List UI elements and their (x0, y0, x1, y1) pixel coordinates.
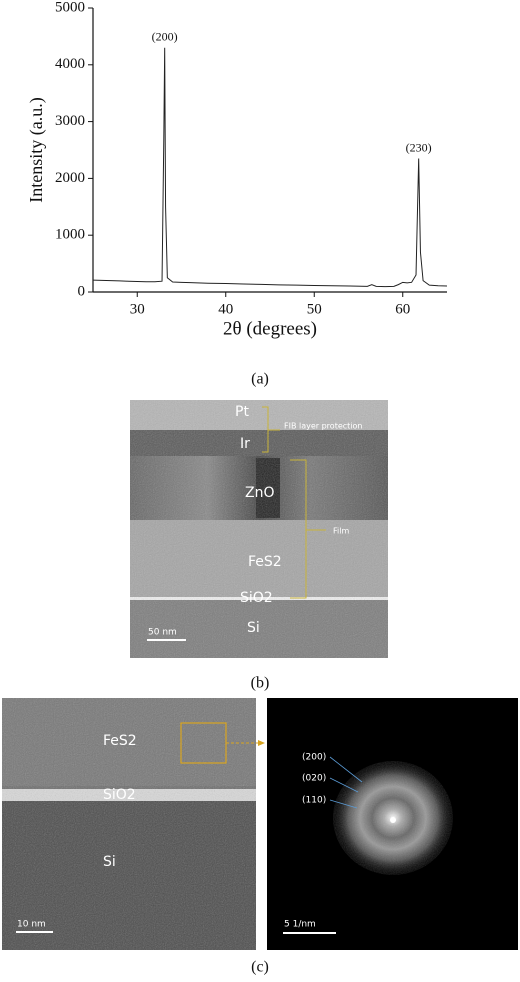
y-tick-label: 4000 (55, 56, 85, 72)
fft-label: (200) (302, 753, 326, 763)
layer-label: ZnO (245, 485, 274, 501)
peak-annotation: (230) (406, 140, 432, 154)
data-line (92, 47, 448, 288)
fft-image (267, 698, 518, 950)
panel-label: (b) (251, 675, 270, 692)
layer-label: Si (247, 620, 260, 636)
scale-bar-label: 10 nm (17, 920, 46, 930)
layer-label: Ir (240, 436, 250, 452)
layer-label: FeS2 (248, 554, 282, 570)
scale-bar-label: 5 1/nm (284, 920, 316, 930)
fft-label: (020) (302, 774, 326, 784)
annotation: FIB layer protection (284, 422, 362, 431)
scale-bar-label: 50 nm (148, 628, 177, 638)
y-axis-label: Intensity (a.u.) (26, 97, 47, 202)
panel-label: (a) (251, 371, 269, 388)
x-tick-label: 60 (395, 301, 410, 317)
annotation: Film (333, 527, 349, 536)
x-tick-label: 50 (307, 301, 322, 317)
x-tick-label: 40 (218, 301, 233, 317)
xrd-chart: 0 1000 2000 3000 4000 5000 30 40 50 60 2θ (degrees… (26, 0, 448, 339)
layer-label: SiO2 (103, 787, 136, 803)
panel-label: (c) (251, 959, 269, 976)
y-tick-label: 3000 (55, 113, 85, 129)
x-tick-label: 30 (130, 301, 145, 317)
layer-label: Si (103, 854, 116, 870)
hrtem-image (2, 698, 265, 950)
layer-label: Pt (235, 404, 249, 420)
x-axis-label: 2θ (degrees) (223, 318, 317, 339)
cross-section-image (130, 400, 388, 658)
y-tick-label: 0 (78, 283, 86, 299)
y-tick-label: 2000 (55, 170, 85, 186)
fft-label: (110) (302, 796, 326, 806)
peak-annotation: (200) (152, 30, 178, 44)
y-tick-label: 1000 (55, 227, 85, 243)
y-tick-label: 5000 (55, 0, 85, 15)
layer-label: FeS2 (103, 733, 137, 749)
layer-label: SiO2 (240, 590, 273, 606)
